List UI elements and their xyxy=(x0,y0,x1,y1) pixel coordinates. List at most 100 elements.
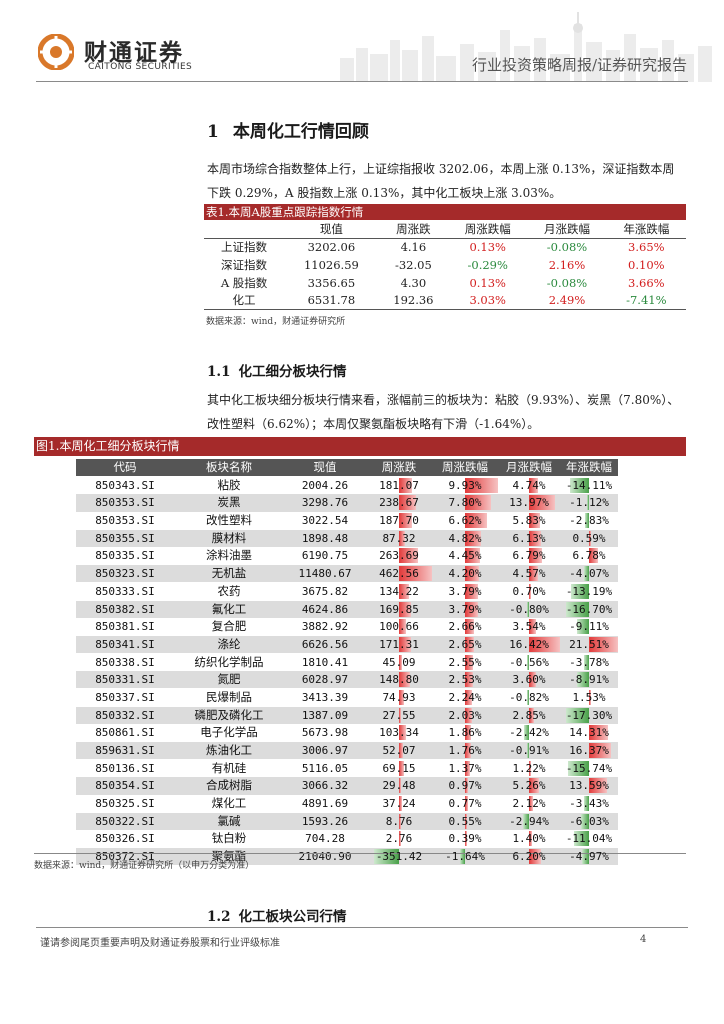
heatmap-cell-wk: -1.64% xyxy=(432,848,498,865)
sector-name: 改性塑料 xyxy=(206,513,252,528)
heatmap-cell-mo: 2.12% xyxy=(498,795,560,812)
sector-name: 民爆制品 xyxy=(206,689,252,704)
heatmap-value: 134.22 xyxy=(379,584,419,598)
table-cell-mo: 2.49% xyxy=(527,291,607,310)
table-cell-chg: 4.16 xyxy=(400,240,427,255)
heatmap-bar xyxy=(465,530,482,546)
heatmap-bar xyxy=(527,689,529,705)
heatmap-value: 0.39% xyxy=(448,832,482,846)
table-row: A 股指数 3356.65 4.30 0.13% -0.08% 3.66% xyxy=(204,274,686,292)
column-header: 现值 xyxy=(313,460,337,474)
heatmap-value: 4.45% xyxy=(448,549,482,563)
sector-code: 850333.SI xyxy=(95,584,155,598)
heatmap-value: -14.11% xyxy=(565,478,613,492)
heatmap-header-row: 代码 板块名称 现值 周涨跌 周涨跌幅 月涨跌幅 年涨跌幅 xyxy=(76,459,618,477)
heatmap-bar xyxy=(399,743,403,758)
heatmap-bar xyxy=(529,831,532,847)
sector-name: 农药 xyxy=(217,583,241,598)
heatmap-cell-wk: 0.77% xyxy=(432,795,498,812)
heatmap-bar xyxy=(399,654,403,670)
heatmap-bar xyxy=(459,849,465,865)
heatmap-cell-chg: 169.85 xyxy=(366,601,432,618)
heatmap-value: 16.42% xyxy=(509,637,549,651)
heatmap-cell-chg: 171.31 xyxy=(366,636,432,653)
section-1-paragraph: 本周市场综合指数整体上行，上证综指报收 3202.06，本周上涨 0.13%，深… xyxy=(207,162,675,200)
heatmap-value: 6.13% xyxy=(512,531,546,545)
sector-code: 850136.SI xyxy=(95,761,155,775)
heatmap-bar xyxy=(399,566,432,582)
sector-value: 21040.90 xyxy=(298,850,352,864)
heatmap-value: 0.97% xyxy=(448,779,482,793)
table-row: 上证指数 3202.06 4.16 0.13% -0.08% 3.65% xyxy=(204,238,686,256)
heatmap-row: 850332.SI 磷肥及磷化工 1387.09 27.55 2.03% 2.85% -17… xyxy=(76,706,618,724)
sector-name: 炭黑 xyxy=(217,495,241,510)
sector-value: 3298.76 xyxy=(301,496,349,510)
table-1-source: 数据来源：wind，财通证券研究所 xyxy=(206,317,346,327)
heatmap-bar xyxy=(529,707,535,723)
section-title: 化工细分板块行情 xyxy=(238,364,347,380)
heatmap-cell-wk: 1.86% xyxy=(432,724,498,741)
sector-code: 850331.SI xyxy=(95,673,155,687)
heatmap-cell-wk: 0.97% xyxy=(432,777,498,794)
section-1-2-heading: 1.2 化工板块公司行情 xyxy=(207,905,347,925)
heatmap-value: 2.66% xyxy=(448,620,482,634)
heatmap-bar xyxy=(529,672,536,688)
heatmap-bar xyxy=(527,601,529,617)
heatmap-value: 1.86% xyxy=(448,726,482,740)
heatmap-bar xyxy=(529,619,536,635)
heatmap-cell-wk: 1.76% xyxy=(432,742,498,759)
sector-value: 704.28 xyxy=(305,832,345,846)
sector-name: 氮肥 xyxy=(217,672,241,687)
caitong-logo-icon xyxy=(38,34,74,70)
column-header: 周涨跌幅 xyxy=(442,460,488,474)
heatmap-bar xyxy=(399,583,409,599)
heatmap-value: 103.34 xyxy=(379,726,419,740)
heatmap-value: 29.48 xyxy=(382,779,416,793)
heatmap-cell-yr: 16.37% xyxy=(560,742,618,759)
heatmap-value: 4.74% xyxy=(512,478,546,492)
section-1-heading: 1 本周化工行情回顾 xyxy=(207,117,369,142)
heatmap-value: -3.43% xyxy=(569,797,609,811)
heatmap-cell-yr: 6.78% xyxy=(560,547,618,564)
heatmap-value: 2.03% xyxy=(448,708,482,722)
report-type-label: 行业投资策略周报/证券研究报告 xyxy=(471,56,687,74)
heatmap-row: 850353.SI 改性塑料 3022.54 187.70 6.62% 5.83% -2.8… xyxy=(76,512,618,529)
sector-code: 850323.SI xyxy=(95,567,155,581)
section-number: 1.1 xyxy=(207,364,231,380)
heatmap-value: 13.97% xyxy=(509,496,549,510)
heatmap-cell-yr: 1.53% xyxy=(560,689,618,706)
heatmap-cell-chg: 100.66 xyxy=(366,618,432,635)
column-header: 月涨跌幅 xyxy=(506,460,552,474)
table-header-row: 现值 周涨跌 周涨跌幅 月涨跌幅 年涨跌幅 xyxy=(204,220,686,239)
heatmap-value: 148.80 xyxy=(379,673,419,687)
heatmap-row: 859631.SI 炼油化工 3006.97 52.07 1.76% -0.91% 16.3… xyxy=(76,742,618,760)
heatmap-bar xyxy=(529,566,538,582)
heatmap-cell-mo: -0.91% xyxy=(498,742,560,759)
heatmap-value: 3.79% xyxy=(448,584,482,598)
heatmap-cell-yr: 21.51% xyxy=(560,636,618,653)
heatmap-value: 7.80% xyxy=(448,496,482,510)
sector-code: 850337.SI xyxy=(95,690,155,704)
heatmap-bar xyxy=(524,725,529,741)
heatmap-cell-mo: 6.13% xyxy=(498,530,560,547)
sector-value: 1810.41 xyxy=(301,655,349,669)
heatmap-value: 21.51% xyxy=(569,637,609,651)
heatmap-bar xyxy=(589,743,612,758)
heatmap-value: -351.42 xyxy=(375,850,423,864)
heatmap-bar xyxy=(465,619,474,635)
heatmap-row: 850354.SI 合成树脂 3066.32 29.48 0.97% 5.26% 13.59… xyxy=(76,777,618,795)
heatmap-value: 1.37% xyxy=(448,761,482,775)
heatmap-cell-chg: -351.42 xyxy=(366,848,432,865)
sector-value: 3066.32 xyxy=(301,779,349,793)
heatmap-value: -16.70% xyxy=(565,602,613,616)
heatmap-row: 850353.SI 炭黑 3298.76 238.67 7.80% 13.97% -1.12… xyxy=(76,494,618,512)
heatmap-cell-wk: 1.37% xyxy=(432,760,498,777)
sector-value: 11480.67 xyxy=(298,567,352,581)
heatmap-value: 4.57% xyxy=(512,567,546,581)
heatmap-bar xyxy=(585,513,589,529)
heatmap-bar xyxy=(465,689,473,705)
column-header: 现值 xyxy=(284,220,379,239)
heatmap-cell-chg: 52.07 xyxy=(366,742,432,759)
heatmap-cell-yr: -4.97% xyxy=(560,848,618,865)
figure-1-caption: 图1.本周化工细分板块行情 xyxy=(34,437,686,456)
